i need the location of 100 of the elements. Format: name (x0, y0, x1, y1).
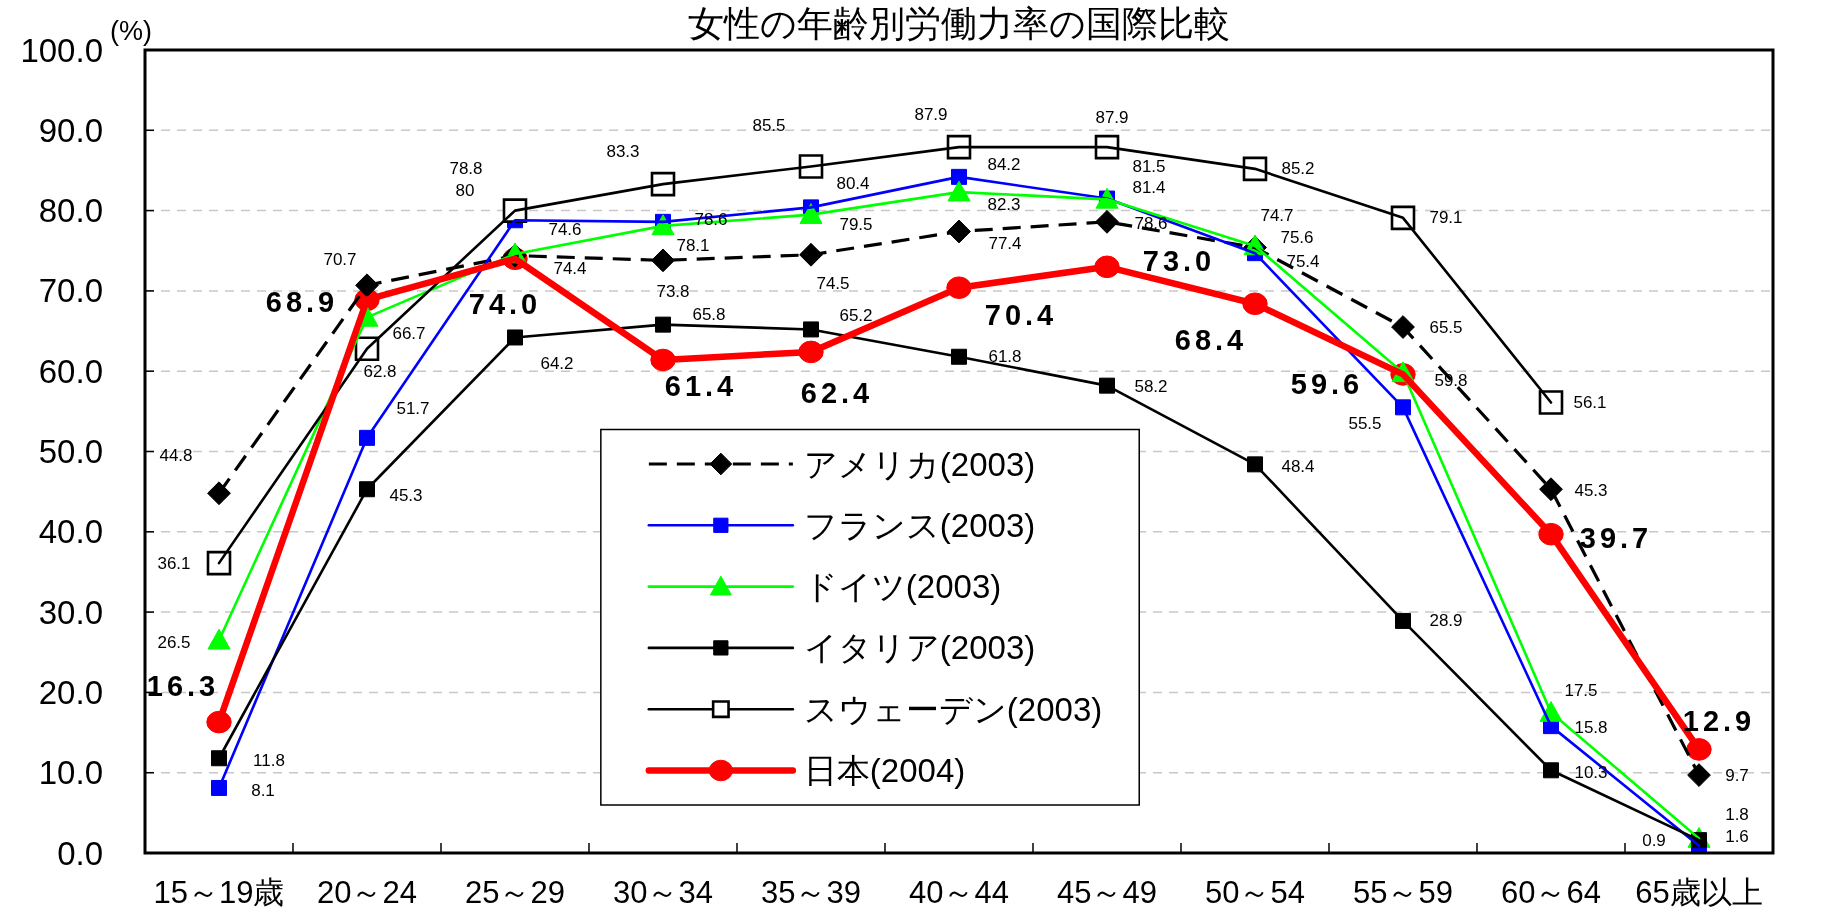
legend-label: フランス(2003) (803, 506, 1036, 544)
point (211, 750, 227, 767)
y-tick-label: 50.0 (38, 433, 103, 470)
y-axis-title: (%) (110, 16, 152, 46)
data-label: 59.6 (1290, 368, 1364, 401)
data-label: 75.4 (1286, 252, 1320, 272)
data-label: 80.4 (836, 173, 870, 193)
data-label: 10.3 (1574, 762, 1608, 782)
data-label: 61.4 (664, 369, 738, 402)
data-label: 73.0 (1142, 244, 1216, 277)
data-label: 81.5 (1132, 157, 1166, 177)
legend-label: イタリア(2003) (803, 629, 1036, 667)
data-label: 78.6 (694, 210, 728, 230)
data-label: 16.3 (146, 670, 220, 703)
x-tick-label: 65歳以上 (1635, 875, 1763, 910)
y-tick-label: 10.0 (38, 754, 103, 792)
data-label: 75.6 (1280, 228, 1314, 248)
data-label: 12.9 (1682, 705, 1756, 738)
x-tick-label: 40～44 (909, 875, 1009, 910)
data-label: 55.5 (1348, 413, 1382, 433)
data-label: 26.5 (157, 632, 191, 652)
data-label: 39.7 (1579, 522, 1653, 555)
data-label: 85.2 (1281, 159, 1315, 179)
data-label: 79.1 (1429, 208, 1463, 228)
data-label: 81.4 (1132, 177, 1166, 197)
data-label: 78.6 (1134, 214, 1168, 234)
data-label: 74.4 (553, 259, 587, 279)
x-tick-label: 15～19歳 (153, 875, 285, 910)
data-label: 70.7 (323, 249, 357, 269)
data-label: 56.1 (1573, 393, 1607, 413)
legend-label: スウェーデン(2003) (803, 690, 1103, 728)
point (799, 242, 823, 267)
data-label: 78.1 (676, 236, 710, 256)
point (655, 316, 671, 333)
data-label: 1.8 (1725, 805, 1749, 825)
data-label: 62.8 (363, 362, 397, 382)
data-label: 62.4 (800, 376, 874, 409)
y-tick-label: 30.0 (38, 593, 103, 631)
data-label: 44.8 (159, 445, 193, 465)
point (1391, 315, 1415, 339)
x-tick-label: 50～54 (1205, 875, 1305, 910)
data-label: 48.4 (1281, 456, 1315, 476)
data-label: 68.9 (265, 285, 339, 318)
data-label: 45.3 (389, 485, 423, 505)
y-tick-label: 40.0 (38, 513, 103, 551)
data-label: 78.8 (449, 158, 483, 178)
data-label: 74.5 (816, 274, 850, 294)
point (211, 779, 227, 796)
data-label: 80 (455, 181, 475, 201)
data-label: 17.5 (1564, 680, 1598, 700)
data-label: 70.4 (984, 298, 1058, 331)
legend-label: ドイツ(2003) (803, 568, 1002, 606)
data-label: 77.4 (988, 233, 1022, 253)
data-label: 64.2 (540, 353, 574, 373)
x-tick-label: 55～59 (1353, 875, 1453, 910)
data-label: 58.2 (1134, 377, 1168, 397)
data-label: 83.3 (606, 141, 640, 161)
x-tick-label: 60～64 (1501, 875, 1601, 910)
point (1687, 763, 1711, 788)
data-label: 87.9 (914, 104, 948, 124)
data-label: 11.8 (253, 750, 285, 770)
legend-label: 日本(2004) (803, 752, 966, 789)
data-label: 65.5 (1429, 317, 1463, 337)
y-tick-label: 0.0 (57, 834, 103, 872)
data-label: 9.7 (1725, 765, 1749, 785)
point (1095, 209, 1119, 234)
y-tick-label: 70.0 (38, 272, 103, 310)
point (207, 481, 231, 506)
x-tick-label: 30～34 (613, 875, 713, 910)
x-tick-label: 20～24 (317, 875, 417, 910)
data-label: 36.1 (157, 553, 191, 573)
data-label: 68.4 (1174, 323, 1248, 356)
y-tick-label: 100.0 (20, 31, 103, 69)
legend-label: アメリカ(2003) (803, 445, 1036, 483)
data-label: 87.9 (1095, 107, 1129, 127)
data-label: 85.5 (752, 115, 786, 135)
point (207, 628, 231, 650)
data-label: 84.2 (987, 155, 1021, 175)
y-tick-label: 60.0 (38, 352, 103, 390)
x-tick-label: 45～49 (1057, 875, 1157, 910)
data-label: 74.7 (1260, 205, 1294, 225)
point (355, 273, 379, 298)
y-tick-label: 80.0 (38, 192, 103, 230)
data-label: 51.7 (396, 399, 430, 419)
data-label: 45.3 (1574, 480, 1608, 500)
data-label: 79.5 (839, 215, 873, 235)
point (206, 550, 232, 576)
data-label: 8.1 (251, 781, 275, 801)
data-label: 15.8 (1574, 717, 1608, 737)
point (1539, 477, 1563, 502)
data-label: 65.2 (839, 305, 873, 325)
data-label: 65.8 (692, 305, 726, 325)
point (947, 180, 971, 202)
data-label: 66.7 (392, 323, 426, 343)
data-label: 82.3 (987, 194, 1021, 214)
chart-title: 女性の年齢別労働力率の国際比較 (688, 3, 1230, 44)
data-label: 1.6 (1725, 826, 1749, 846)
point (1538, 390, 1564, 415)
data-label: 61.8 (988, 347, 1022, 367)
data-label: 28.9 (1429, 611, 1463, 631)
